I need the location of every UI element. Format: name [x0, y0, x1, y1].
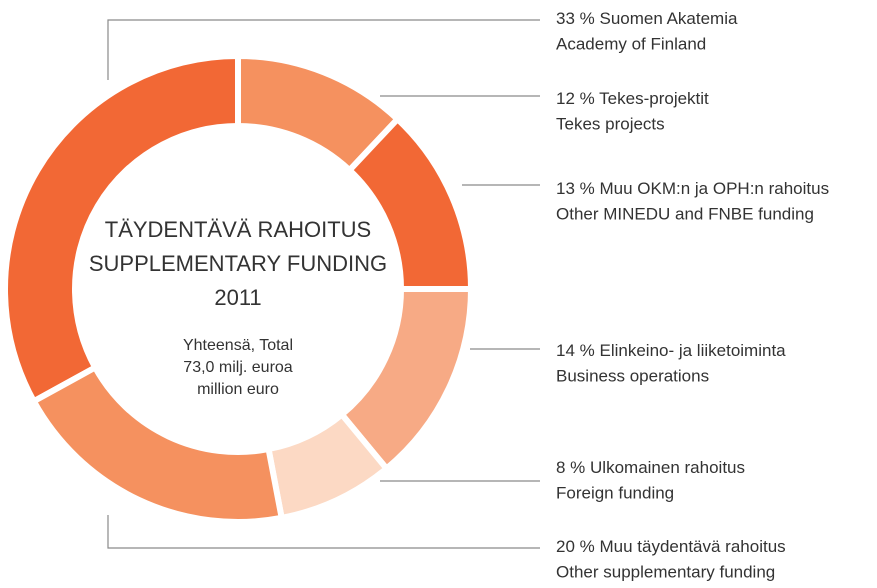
donut-segment: [29, 363, 286, 525]
center-subtitle: Yhteensä, Total: [183, 337, 293, 354]
legend-value: 12 %: [556, 89, 595, 108]
legend-name-en: Other supplementary funding: [556, 562, 775, 581]
legend-name: Elinkeino- ja liiketoiminta: [599, 341, 786, 360]
center-subtitle: million euro: [197, 381, 279, 398]
legend-label: 13 % Muu OKM:n ja OPH:n rahoitus: [556, 179, 829, 198]
center-title: SUPPLEMENTARY FUNDING: [89, 251, 387, 276]
center-title: 2011: [214, 285, 261, 310]
legend-value: 20 %: [556, 537, 595, 556]
legend-name-en: Foreign funding: [556, 483, 674, 502]
legend-name: Tekes-projektit: [599, 89, 709, 108]
legend-value: 33 %: [556, 9, 595, 28]
leader-line: [107, 19, 540, 80]
legend-name: Suomen Akatemia: [599, 9, 738, 28]
legend-value: 13 %: [556, 179, 595, 198]
legend-name: Muu OKM:n ja OPH:n rahoitus: [599, 179, 829, 198]
legend-label: 12 % Tekes-projektit: [556, 89, 709, 108]
legend-name-en: Tekes projects: [556, 114, 665, 133]
donut-segment: [2, 52, 241, 406]
center-subtitle: 73,0 milj. euroa: [183, 359, 292, 376]
legend-value: 8 %: [556, 458, 585, 477]
legend-label: 33 % Suomen Akatemia: [556, 9, 738, 28]
legend-label: 8 % Ulkomainen rahoitus: [556, 458, 745, 477]
legend-name-en: Other MINEDU and FNBE funding: [556, 204, 814, 223]
legend-value: 14 %: [556, 341, 595, 360]
legend-name: Ulkomainen rahoitus: [590, 458, 745, 477]
legend-label: 20 % Muu täydentävä rahoitus: [556, 537, 786, 556]
legend-label: 14 % Elinkeino- ja liiketoiminta: [556, 341, 786, 360]
center-title: TÄYDENTÄVÄ RAHOITUS: [105, 217, 371, 242]
legend-name: Muu täydentävä rahoitus: [599, 537, 785, 556]
leader-line: [107, 515, 540, 549]
legend-name-en: Business operations: [556, 366, 709, 385]
legend-name-en: Academy of Finland: [556, 34, 706, 53]
